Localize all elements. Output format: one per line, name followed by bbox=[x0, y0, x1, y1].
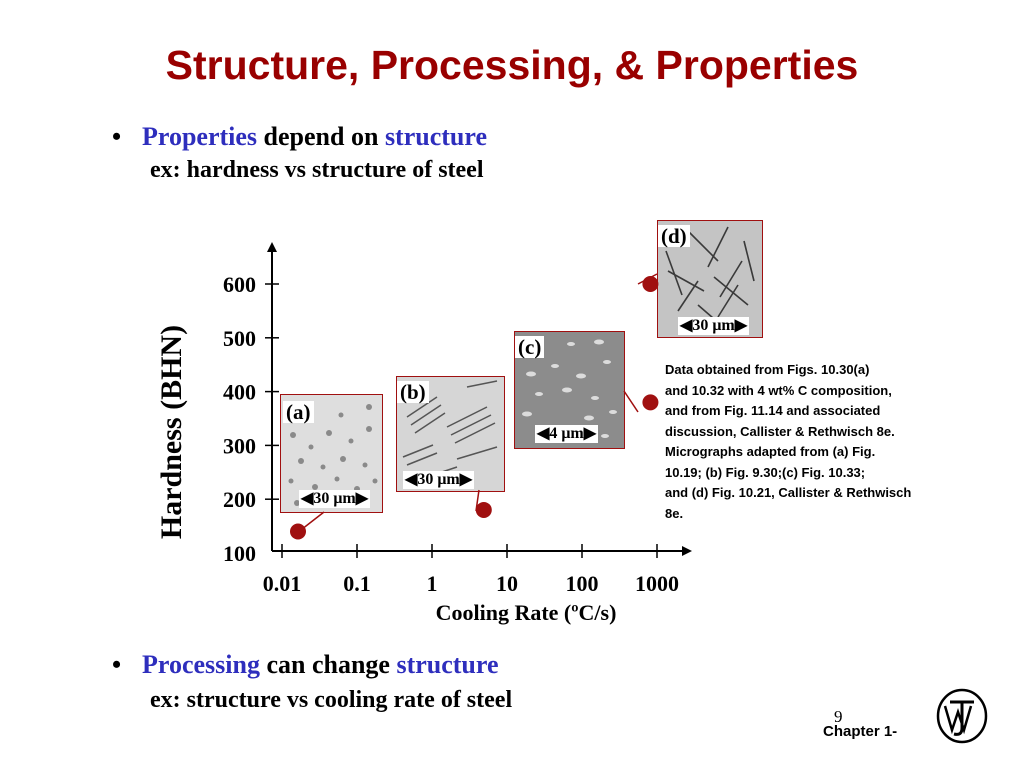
connector-lines bbox=[296, 273, 658, 534]
bullet2-connector: can change bbox=[259, 650, 397, 679]
y-tick-label: 400 bbox=[223, 380, 256, 405]
processing-keyword: Processing bbox=[142, 650, 260, 679]
bullet-processing: • Processing can change structure bbox=[112, 650, 499, 680]
structure-keyword-2: structure bbox=[396, 650, 499, 679]
y-tick-label: 200 bbox=[223, 487, 256, 512]
source-note: Data obtained from Figs. 10.30(a) and 10… bbox=[665, 360, 965, 524]
note-line: and 10.32 with 4 wt% C composition, bbox=[665, 382, 892, 398]
data-point bbox=[642, 394, 659, 411]
x-tick-label: 0.01 bbox=[263, 571, 302, 596]
micrograph-b: (b) ◀30 μm▶ bbox=[396, 376, 505, 492]
micrograph-b-label: (b) bbox=[397, 381, 429, 403]
x-tick-label: 10 bbox=[496, 571, 518, 596]
micrograph-c: (c) ◀4 μm▶ bbox=[514, 331, 625, 449]
bullet-properties: • Properties depend on structure bbox=[112, 122, 487, 152]
micrograph-c-label: (c) bbox=[515, 336, 545, 358]
properties-keyword: Properties bbox=[142, 122, 258, 151]
micrograph-a-scale: ◀30 μm▶ bbox=[299, 490, 371, 508]
data-point bbox=[290, 523, 306, 540]
data-point bbox=[642, 276, 659, 292]
bullet-dot: • bbox=[112, 122, 122, 151]
note-line: Data obtained from Figs. 10.30(a) bbox=[665, 362, 870, 377]
micrograph-d-scale: ◀30 μm▶ bbox=[678, 317, 750, 335]
y-axis-label: Hardness (BHN) bbox=[155, 325, 188, 539]
structure-keyword: structure bbox=[384, 122, 487, 151]
bullet1-connector: depend on bbox=[257, 122, 385, 151]
y-tick-label: 300 bbox=[223, 433, 256, 458]
bullet2-example: ex: structure vs cooling rate of steel bbox=[150, 687, 513, 713]
micrograph-b-scale-text: 30 μm bbox=[417, 471, 460, 488]
page-number: 9 bbox=[834, 707, 843, 726]
y-tick-label: 500 bbox=[223, 326, 256, 351]
x-tick-label: 0.1 bbox=[343, 571, 371, 596]
micrograph-d: (d) ◀30 μm▶ bbox=[657, 220, 763, 338]
chapter-label: Chapter 1- bbox=[823, 723, 898, 740]
x-tick-label: 1 bbox=[427, 571, 438, 596]
note-line: 10.19; (b) Fig. 9.30;(c) Fig. 10.33; bbox=[665, 464, 866, 480]
bullet1-example: ex: hardness vs structure of steel bbox=[150, 157, 484, 183]
data-point bbox=[475, 501, 492, 518]
bullet-dot: • bbox=[112, 650, 122, 679]
slide-title: Structure, Processing, & Properties bbox=[165, 42, 859, 88]
micrograph-d-label: (d) bbox=[658, 225, 690, 247]
micrograph-a-scale-text: 30 μm bbox=[313, 490, 356, 507]
note-line: and from Fig. 11.14 and associated bbox=[665, 403, 881, 418]
x-axis-label: Cooling Rate (ºC/s) bbox=[436, 600, 617, 625]
y-tick-label: 100 bbox=[223, 541, 256, 566]
micrograph-c-scale-text: 4 μm bbox=[549, 425, 584, 442]
y-tick-label: 600 bbox=[223, 272, 256, 297]
x-tick-label: 1000 bbox=[635, 571, 679, 596]
note-line: Micrographs adapted from (a) Fig. bbox=[665, 444, 876, 459]
micrograph-a: (a) ◀30 μm▶ bbox=[280, 394, 383, 513]
note-line: and (d) Fig. 10.21, Callister & Rethwisc… bbox=[665, 485, 912, 500]
micrograph-a-label: (a) bbox=[283, 401, 314, 423]
micrograph-c-scale: ◀4 μm▶ bbox=[535, 425, 599, 443]
note-line: discussion, Callister & Rethwisch 8e. bbox=[665, 423, 895, 439]
x-tick-label: 100 bbox=[566, 571, 599, 596]
note-line: 8e. bbox=[665, 505, 684, 521]
wiley-logo-icon bbox=[936, 688, 988, 744]
micrograph-b-scale: ◀30 μm▶ bbox=[403, 471, 475, 489]
connector-c bbox=[623, 390, 639, 413]
micrograph-d-scale-text: 30 μm bbox=[692, 317, 735, 334]
